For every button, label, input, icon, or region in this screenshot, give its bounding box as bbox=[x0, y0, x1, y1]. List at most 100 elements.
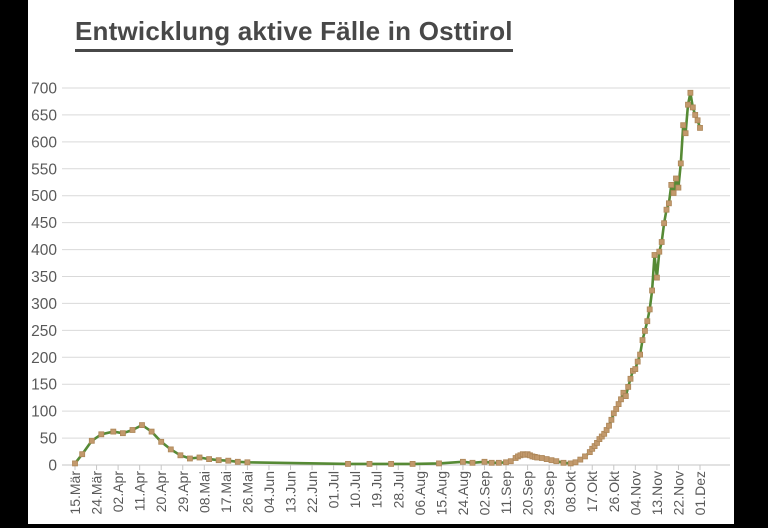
data-point-marker bbox=[637, 351, 643, 358]
data-point-marker bbox=[656, 248, 663, 255]
x-tick-label: 28.Jul bbox=[390, 471, 406, 508]
data-point-marker bbox=[488, 459, 495, 466]
x-tick-label: 02.Apr bbox=[110, 471, 126, 513]
data-point-marker bbox=[649, 287, 655, 294]
data-point-marker bbox=[148, 428, 155, 435]
data-point-marker bbox=[186, 455, 193, 462]
y-tick-label: 550 bbox=[31, 161, 57, 178]
x-tick-label: 22.Nov bbox=[670, 471, 686, 515]
data-point-marker bbox=[177, 452, 184, 459]
data-point-marker bbox=[469, 459, 476, 466]
data-point-marker bbox=[553, 458, 560, 465]
y-tick-label: 300 bbox=[31, 296, 57, 313]
data-point-marker bbox=[567, 460, 574, 467]
data-point-marker bbox=[651, 252, 658, 258]
data-point-marker bbox=[682, 130, 689, 137]
data-point-marker bbox=[658, 239, 665, 245]
data-point-marker bbox=[167, 446, 174, 453]
data-point-marker bbox=[692, 112, 699, 118]
x-tick-label: 11.Apr bbox=[132, 471, 148, 512]
chart-title-text: Entwicklung aktive Fälle in Osttirol bbox=[75, 16, 513, 52]
x-tick-label: 06.Aug bbox=[412, 471, 428, 515]
y-tick-label: 500 bbox=[31, 188, 57, 205]
data-point-marker bbox=[459, 458, 466, 465]
data-point-marker bbox=[120, 430, 126, 437]
x-tick-label: 15.Mär bbox=[67, 471, 83, 515]
y-tick-label: 450 bbox=[31, 215, 57, 232]
x-tick-label: 24.Mär bbox=[89, 471, 105, 515]
data-point-marker bbox=[206, 456, 213, 463]
data-point-marker bbox=[139, 422, 145, 429]
data-point-marker bbox=[675, 184, 682, 191]
x-tick-label: 13.Jun bbox=[283, 471, 299, 513]
x-tick-label: 08.Mai bbox=[196, 471, 212, 513]
x-tick-label: 15.Aug bbox=[433, 471, 449, 515]
data-point-marker bbox=[668, 181, 675, 188]
data-point-marker bbox=[196, 454, 203, 461]
x-tick-label: 29.Apr bbox=[175, 471, 191, 513]
data-point-marker bbox=[670, 190, 677, 196]
data-point-marker bbox=[582, 453, 588, 460]
y-tick-label: 400 bbox=[31, 242, 57, 259]
x-tick-label: 04.Nov bbox=[627, 471, 643, 515]
data-point-marker bbox=[625, 383, 632, 390]
data-point-marker bbox=[158, 438, 165, 445]
chart-title: Entwicklung aktive Fälle in Osttirol bbox=[75, 16, 513, 52]
y-tick-label: 600 bbox=[31, 134, 57, 151]
x-tick-label: 29.Sep bbox=[541, 471, 557, 516]
data-point-marker bbox=[627, 375, 634, 382]
data-point-marker bbox=[622, 393, 629, 400]
data-point-marker bbox=[436, 460, 442, 467]
data-point-marker bbox=[503, 459, 509, 466]
data-point-marker bbox=[129, 427, 136, 433]
y-tick-label: 200 bbox=[31, 350, 57, 367]
data-point-marker bbox=[72, 460, 78, 467]
data-point-marker bbox=[345, 460, 351, 467]
data-point-marker bbox=[225, 457, 232, 464]
data-point-marker bbox=[634, 358, 641, 365]
data-point-marker bbox=[685, 101, 691, 108]
y-tick-label: 50 bbox=[40, 431, 58, 448]
data-point-marker bbox=[409, 460, 416, 467]
data-point-marker bbox=[697, 125, 703, 131]
data-point-marker bbox=[234, 458, 241, 465]
data-point-marker bbox=[215, 457, 222, 464]
data-point-marker bbox=[88, 437, 95, 444]
x-tick-label: 02.Sep bbox=[476, 471, 492, 516]
data-point-marker bbox=[495, 459, 502, 466]
data-point-marker bbox=[577, 456, 584, 463]
x-tick-label: 17.Mai bbox=[218, 471, 234, 513]
data-point-marker bbox=[507, 458, 514, 465]
y-tick-label: 0 bbox=[48, 458, 57, 475]
x-tick-label: 26.Okt bbox=[606, 471, 622, 512]
data-point-marker bbox=[642, 327, 648, 334]
data-point-marker bbox=[539, 455, 545, 461]
x-tick-label: 01.Jul bbox=[326, 471, 342, 508]
data-point-marker bbox=[613, 406, 620, 412]
x-tick-label: 19.Jul bbox=[369, 471, 385, 508]
y-tick-label: 650 bbox=[31, 107, 57, 124]
chart-canvas bbox=[28, 0, 734, 524]
data-point-marker bbox=[689, 104, 696, 111]
data-point-marker bbox=[654, 274, 660, 281]
data-point-marker bbox=[680, 122, 687, 129]
data-point-marker bbox=[543, 456, 550, 463]
data-point-marker bbox=[644, 318, 651, 325]
x-tick-label: 22.Jun bbox=[304, 471, 320, 513]
data-point-marker bbox=[388, 460, 395, 467]
x-tick-label: 13.Nov bbox=[649, 471, 665, 515]
series-line bbox=[73, 91, 702, 466]
data-point-marker bbox=[606, 422, 612, 429]
x-tick-label: 26.Mai bbox=[239, 471, 255, 513]
data-point-marker bbox=[687, 89, 694, 96]
x-tick-label: 24.Aug bbox=[455, 471, 471, 515]
data-point-marker bbox=[110, 428, 117, 435]
data-point-marker bbox=[98, 431, 105, 438]
data-point-marker bbox=[244, 459, 251, 466]
x-tick-label: 20.Sep bbox=[520, 471, 536, 516]
data-point-marker bbox=[663, 206, 670, 213]
data-point-marker bbox=[639, 337, 646, 344]
y-tick-label: 100 bbox=[31, 404, 57, 421]
y-tick-label: 350 bbox=[31, 269, 57, 286]
